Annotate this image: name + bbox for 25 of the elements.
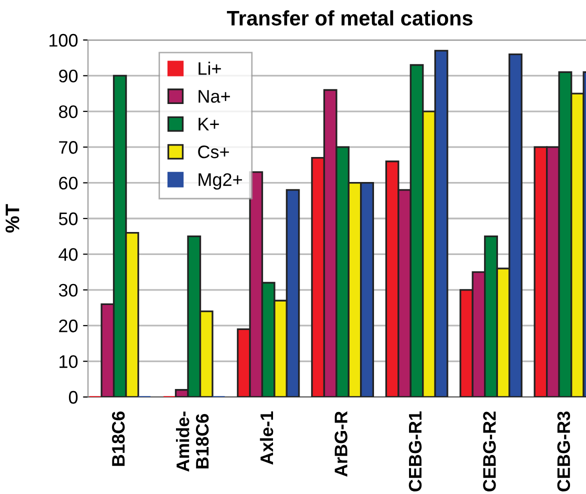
y-tick-label: 50 bbox=[58, 212, 78, 226]
y-tick-label: 0 bbox=[68, 390, 78, 404]
chart-title: Transfer of metal cations bbox=[226, 10, 472, 26]
y-tick-label: 100 bbox=[50, 34, 78, 47]
legend-label: K+ bbox=[198, 118, 219, 130]
x-tick-label: B18C6 bbox=[112, 412, 125, 466]
y-tick-label: 30 bbox=[58, 284, 78, 297]
y-tick-label: 80 bbox=[58, 105, 78, 118]
y-tick-label: 90 bbox=[59, 70, 78, 82]
y-tick-label: 10 bbox=[60, 355, 78, 368]
x-tick-label: CEBG-R2 bbox=[483, 412, 496, 492]
x-tick-label: Amide- B18C6 bbox=[176, 412, 209, 472]
x-tick-label: Axle-1 bbox=[260, 411, 274, 465]
legend-label: Mg2+ bbox=[198, 173, 242, 190]
x-tick-label: CEBG-R3 bbox=[557, 412, 570, 492]
x-tick-label: CEBG-R1 bbox=[408, 411, 422, 492]
y-tick-label: 70 bbox=[59, 141, 78, 154]
y-axis-title: %T bbox=[6, 204, 20, 233]
legend-label: Na+ bbox=[198, 90, 230, 103]
y-tick-label: 60 bbox=[59, 176, 78, 190]
legend-label: Cs+ bbox=[198, 145, 229, 158]
x-tick-label: ArBG-R bbox=[334, 411, 348, 477]
y-tick-label: 20 bbox=[59, 320, 78, 332]
legend-label: Li+ bbox=[198, 62, 221, 75]
y-tick-label: 40 bbox=[58, 248, 78, 261]
